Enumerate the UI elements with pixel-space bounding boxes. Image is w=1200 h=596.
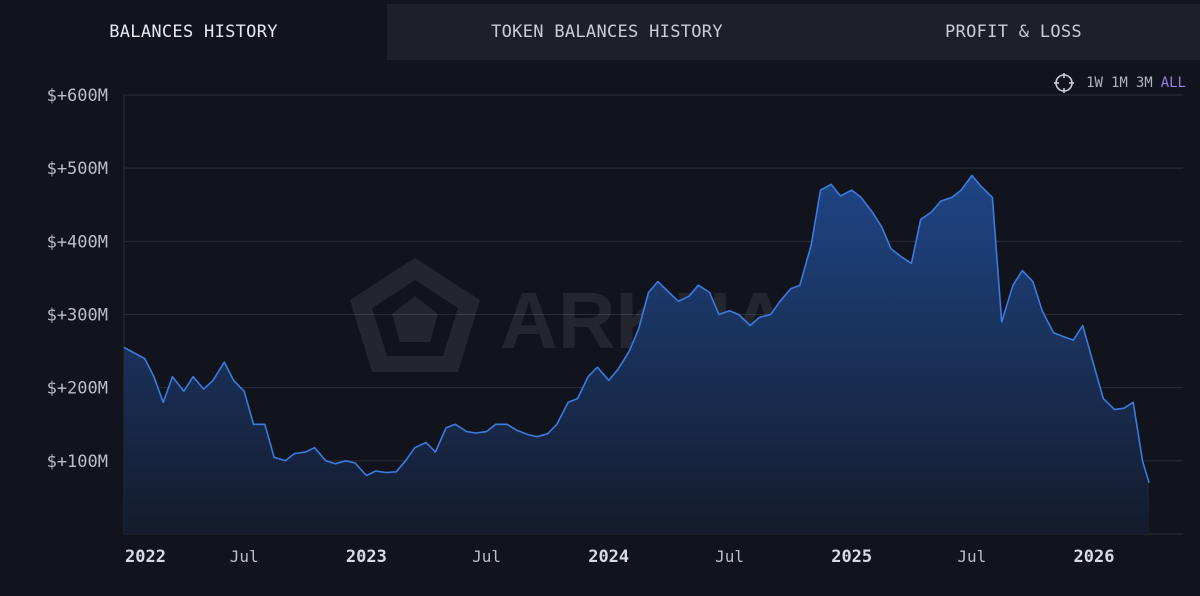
y-tick-label: $+300M bbox=[47, 306, 108, 326]
y-axis-ticks: $+100M $+200M $+300M $+400M $+500M $+600M bbox=[47, 86, 108, 472]
tab-profit-loss[interactable]: PROFIT & LOSS bbox=[827, 4, 1200, 60]
time-range-selector: 1W 1M 3M ALL bbox=[1054, 72, 1186, 94]
y-tick-label: $+400M bbox=[47, 232, 108, 252]
x-tick-month-label: Jul bbox=[715, 547, 744, 566]
arkham-logo-icon bbox=[350, 258, 480, 372]
x-tick-month-label: Jul bbox=[472, 547, 501, 566]
tab-balances-history[interactable]: BALANCES HISTORY bbox=[0, 4, 387, 60]
crosshair-icon[interactable] bbox=[1054, 73, 1075, 93]
x-tick-year-label: 2025 bbox=[831, 547, 872, 567]
tab-token-balances-history[interactable]: TOKEN BALANCES HISTORY bbox=[387, 4, 827, 60]
balance-area bbox=[124, 175, 1150, 534]
range-all-button[interactable]: ALL bbox=[1160, 75, 1186, 91]
y-tick-label: $+100M bbox=[47, 452, 108, 472]
range-1w-button[interactable]: 1W bbox=[1086, 75, 1103, 91]
x-tick-year-label: 2023 bbox=[346, 547, 387, 567]
x-axis-ticks: 2022 Jul 2023 Jul 2024 Jul 2025 Jul 2026 bbox=[125, 547, 1115, 567]
x-tick-year-label: 2022 bbox=[125, 547, 166, 567]
range-3m-button[interactable]: 3M bbox=[1135, 75, 1153, 91]
tab-bar: BALANCES HISTORY TOKEN BALANCES HISTORY … bbox=[0, 4, 1200, 60]
range-1m-button[interactable]: 1M bbox=[1110, 75, 1128, 91]
y-tick-label: $+500M bbox=[47, 159, 108, 179]
x-tick-year-label: 2024 bbox=[588, 547, 629, 567]
x-tick-month-label: Jul bbox=[230, 547, 259, 566]
y-tick-label: $+200M bbox=[47, 379, 108, 399]
x-tick-year-label: 2026 bbox=[1074, 547, 1115, 567]
balance-line bbox=[123, 174, 1150, 484]
y-tick-label: $+600M bbox=[47, 86, 108, 106]
x-tick-month-label: Jul bbox=[957, 547, 986, 566]
